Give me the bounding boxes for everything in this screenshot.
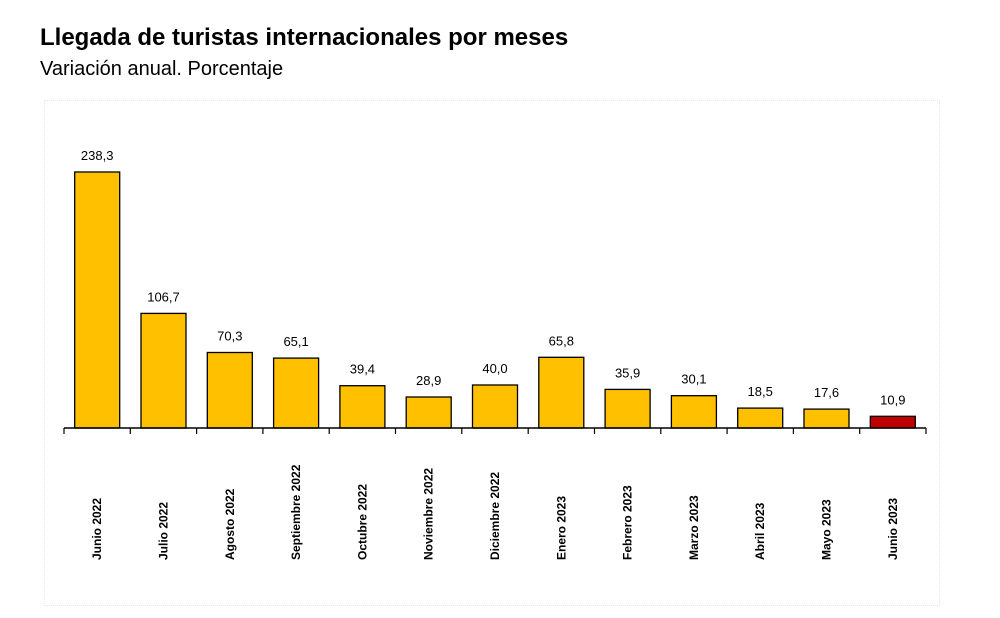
plot-area-frame [44,100,940,606]
bar-value-label-9: 35,9 [615,365,640,380]
bar-value-label-13: 10,9 [880,392,905,407]
bar-value-label-7: 40,0 [482,361,507,376]
category-label-10: Marzo 2023 [687,495,701,560]
bar-value-label-6: 28,9 [416,373,441,388]
bar-value-label-5: 39,4 [350,362,375,377]
category-label-7: Diciembre 2022 [488,472,502,560]
bar-13 [869,415,916,429]
category-label-1: Junio 2022 [90,498,104,560]
category-label-8: Enero 2023 [554,496,568,560]
category-label-3: Agosto 2022 [223,488,237,560]
bar-12 [803,408,850,429]
bar-value-label-12: 17,6 [814,385,839,400]
bar-8 [538,356,585,429]
bar-value-label-10: 30,1 [681,372,706,387]
bar-10 [670,395,718,429]
category-label-13: Junio 2023 [886,498,900,560]
chart-title: Llegada de turistas internacionales por … [40,24,569,51]
bar-value-label-1: 238,3 [81,148,114,163]
bar-value-label-2: 106,7 [147,289,180,304]
bar-value-label-3: 70,3 [217,329,242,344]
category-label-4: Septiembre 2022 [289,464,303,560]
category-label-9: Febrero 2023 [621,485,635,560]
category-label-12: Mayo 2023 [820,499,834,560]
bar-value-label-4: 65,1 [283,334,308,349]
bar-4 [272,357,320,429]
bar-6 [405,396,452,429]
bar-value-label-8: 65,8 [549,333,574,348]
bar-2 [140,312,187,429]
bar-7 [471,384,519,429]
category-label-11: Abril 2023 [753,502,767,560]
category-label-2: Julio 2022 [157,502,171,560]
bar-11 [737,407,784,429]
category-label-5: Octubre 2022 [355,484,369,560]
bar-9 [604,388,651,429]
category-label-6: Noviembre 2022 [422,468,436,560]
bar-value-label-11: 18,5 [748,384,773,399]
bar-3 [206,351,253,429]
bar-1 [74,171,121,429]
bar-5 [339,385,386,429]
chart-subtitle: Variación anual. Porcentaje [40,58,284,80]
